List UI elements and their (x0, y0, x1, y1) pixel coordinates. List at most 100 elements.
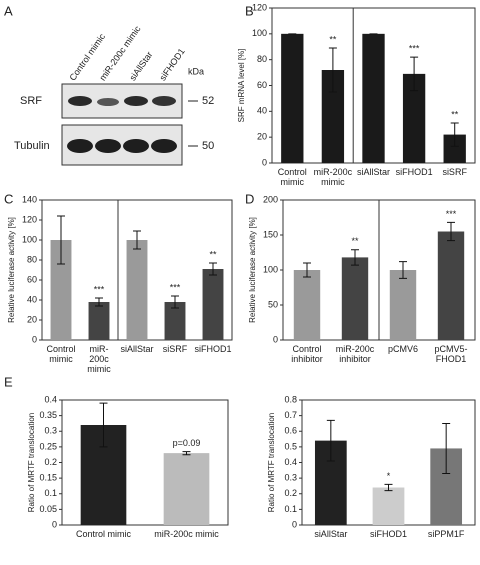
y-tick-label: 60 (27, 274, 37, 284)
error-bar (57, 215, 65, 265)
bar (202, 269, 224, 340)
error-bar (95, 297, 103, 307)
x-tick-label: siFHOD1 (369, 529, 407, 539)
x-tick-label: siAllStar (314, 529, 348, 539)
y-tick-label: 0.35 (39, 410, 57, 420)
y-axis-label: SRF mRNA level [%] (237, 49, 246, 123)
x-tick-label: miR-200c mimic (313, 167, 353, 187)
y-tick-label: 0.25 (39, 441, 57, 451)
bar (389, 270, 417, 340)
panel-letter: E (4, 374, 13, 389)
y-tick-label: 20 (27, 314, 37, 324)
error-bar (351, 249, 359, 266)
y-tick-label: 80 (257, 54, 267, 64)
significance-label: *** (446, 209, 457, 219)
y-tick-label: 150 (263, 229, 278, 239)
bar (88, 302, 110, 340)
y-axis-label: Relative luciferase activity [%] (7, 217, 16, 323)
y-tick-label: 0 (292, 519, 297, 529)
panel-letter: D (245, 191, 254, 206)
panel-letter: C (4, 191, 13, 206)
band (124, 96, 148, 106)
x-tick-label: Control mimic (277, 167, 307, 187)
y-tick-label: 0 (273, 334, 278, 344)
size-label: 50 (202, 140, 214, 152)
error-bar (209, 262, 217, 276)
y-tick-label: 0.7 (284, 410, 297, 420)
significance-label: * (387, 471, 391, 481)
x-tick-label: miR-200c mimic (87, 344, 111, 374)
bar (402, 73, 426, 163)
y-tick-label: 0.1 (284, 504, 297, 514)
y-tick-label: 0.4 (284, 457, 297, 467)
y-tick-label: 0.4 (44, 394, 57, 404)
lane-label: siAllStar (127, 50, 154, 83)
x-tick-label: siAllStar (120, 344, 154, 354)
y-tick-label: 0 (262, 157, 267, 167)
error-bar (303, 262, 311, 278)
bar (164, 302, 186, 340)
x-tick-label: Control inhibitor (291, 344, 323, 364)
bar (281, 33, 304, 164)
significance-label: ** (209, 249, 217, 259)
blot-panel: A Control mimic miR-200c mimic siAllStar… (4, 3, 214, 166)
y-tick-label: 0 (32, 334, 37, 344)
y-tick-label: 20 (257, 132, 267, 142)
y-tick-label: 50 (268, 299, 278, 309)
y-tick-label: 0.6 (284, 426, 297, 436)
x-tick-label: Control mimic (46, 344, 76, 364)
y-tick-label: 140 (22, 194, 37, 204)
significance-label: *** (170, 282, 181, 292)
significance-label: ** (329, 34, 337, 44)
error-bar (442, 422, 451, 474)
bar (50, 240, 72, 340)
x-tick-label: siFHOD1 (395, 167, 433, 177)
significance-label: ** (451, 109, 459, 119)
bar (362, 33, 385, 164)
band (152, 96, 176, 106)
error-bar (182, 451, 191, 456)
error-bar (447, 221, 455, 242)
y-tick-label: 0.2 (44, 457, 57, 467)
error-bar (450, 122, 459, 147)
x-tick-label: siAllStar (356, 167, 390, 177)
x-tick-label: siPPM1F (427, 529, 465, 539)
bar (372, 487, 405, 525)
y-tick-label: 0.05 (39, 504, 57, 514)
band (151, 139, 177, 153)
y-axis-label: Ratio of MRTF translocation (27, 413, 36, 512)
error-bar (399, 261, 407, 279)
y-tick-label: 100 (22, 234, 37, 244)
x-tick-label: miR-200c inhibitor (335, 344, 375, 364)
y-tick-label: 0.2 (284, 488, 297, 498)
band (95, 139, 121, 153)
error-bar (99, 402, 108, 448)
panel-letter: A (4, 3, 13, 18)
plot-frame (61, 399, 229, 526)
x-tick-label: pCMV6 (387, 344, 418, 354)
y-tick-label: 0.5 (284, 441, 297, 451)
y-tick-label: 120 (22, 214, 37, 224)
bar (163, 453, 210, 525)
significance-label: *** (409, 43, 420, 53)
size-label: 52 (202, 95, 214, 107)
y-tick-label: 0.8 (284, 394, 297, 404)
x-tick-label: siSRF (442, 167, 467, 177)
y-tick-label: 0.15 (39, 473, 57, 483)
y-axis-label: Relative luciferase activity [%] (248, 217, 257, 323)
bar (341, 257, 369, 340)
lane-label: siFHOD1 (157, 46, 186, 82)
error-bar (133, 230, 141, 250)
bar (321, 70, 345, 163)
bar (126, 240, 148, 340)
y-tick-label: 80 (27, 254, 37, 264)
y-tick-label: 0.3 (44, 426, 57, 436)
unit-label: kDa (188, 66, 204, 76)
band (68, 96, 92, 106)
y-tick-label: 60 (257, 80, 267, 90)
y-tick-label: 0 (52, 519, 57, 529)
error-bar (328, 47, 337, 93)
band (97, 98, 119, 106)
